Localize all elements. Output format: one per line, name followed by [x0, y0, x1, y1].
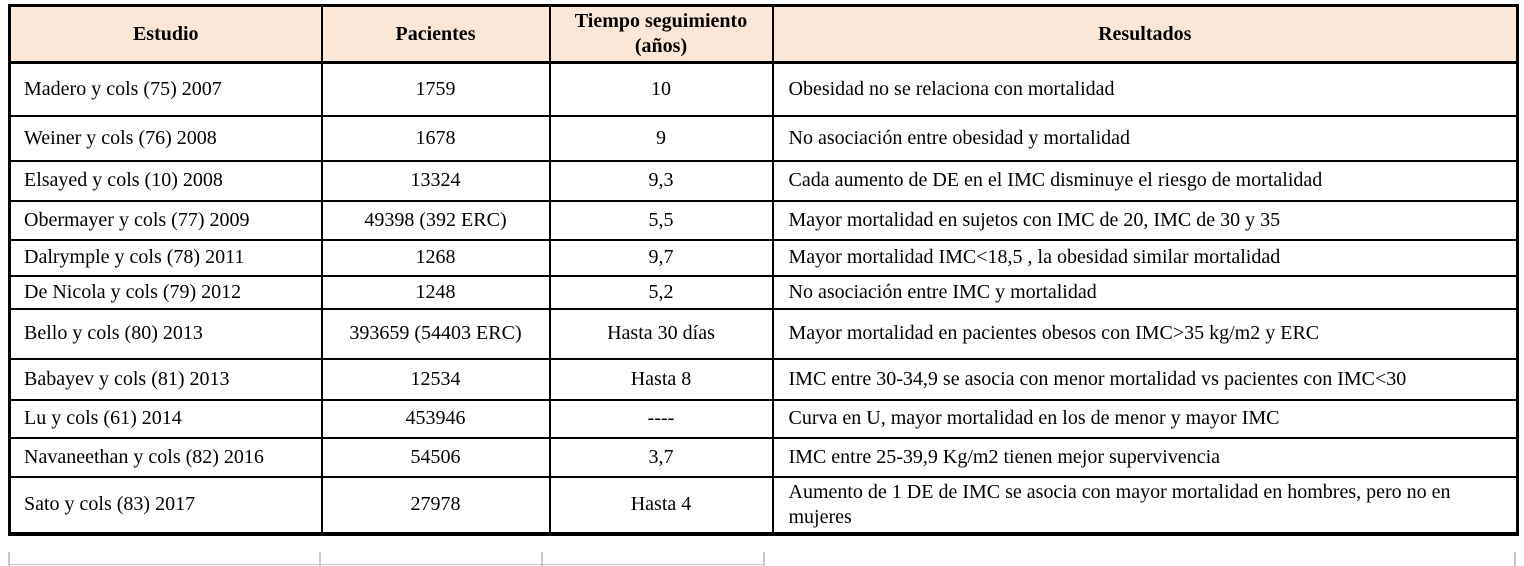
cell-estudio: Dalrymple y cols (78) 2011: [8, 238, 323, 277]
cell-resultados: Mayor mortalidad en sujetos con IMC de 2…: [771, 199, 1519, 241]
cell-estudio: Obermayer y cols (77) 2009: [8, 199, 323, 241]
table-row: De Nicola y cols (79) 2012 1248 5,2 No a…: [8, 274, 1519, 310]
table-body: Madero y cols (75) 2007 1759 10 Obesidad…: [8, 61, 1519, 535]
table-row: Bello y cols (80) 2013 393659 (54403 ERC…: [8, 307, 1519, 360]
cell-estudio: Lu y cols (61) 2014: [8, 398, 323, 439]
column-header-resultados: Resultados: [771, 4, 1519, 64]
table-row: Babayev y cols (81) 2013 12534 Hasta 8 I…: [8, 357, 1519, 401]
table-row: Lu y cols (61) 2014 453946 ---- Curva en…: [8, 398, 1519, 439]
cell-pacientes: 13324: [320, 159, 551, 202]
cell-estudio: Sato y cols (83) 2017: [8, 475, 323, 535]
column-header-estudio: Estudio: [8, 4, 323, 64]
cell-tiempo: Hasta 30 días: [548, 307, 774, 360]
table-row: Dalrymple y cols (78) 2011 1268 9,7 Mayo…: [8, 238, 1519, 277]
cell-resultados: Mayor mortalidad en pacientes obesos con…: [771, 307, 1519, 360]
cell-resultados: No asociación entre obesidad y mortalida…: [771, 114, 1519, 162]
cell-tiempo: Hasta 4: [548, 475, 774, 535]
studies-results-table: Estudio Pacientes Tiempo seguimiento (añ…: [8, 4, 1519, 536]
continuation-gridline: [319, 552, 321, 566]
cell-resultados: Obesidad no se relaciona con mortalidad: [771, 61, 1519, 117]
cell-pacientes: 453946: [320, 398, 551, 439]
cell-pacientes: 1248: [320, 274, 551, 310]
cell-pacientes: 1268: [320, 238, 551, 277]
table-row: Elsayed y cols (10) 2008 13324 9,3 Cada …: [8, 159, 1519, 202]
cell-estudio: Navaneethan y cols (82) 2016: [8, 436, 323, 478]
continuation-gridline: [8, 564, 765, 565]
cell-resultados: Mayor mortalidad IMC<18,5 , la obesidad …: [771, 238, 1519, 277]
cell-resultados: IMC entre 25-39,9 Kg/m2 tienen mejor sup…: [771, 436, 1519, 478]
cell-pacientes: 54506: [320, 436, 551, 478]
cell-resultados: Curva en U, mayor mortalidad en los de m…: [771, 398, 1519, 439]
cell-resultados: Aumento de 1 DE de IMC se asocia con may…: [771, 475, 1519, 535]
cell-tiempo: ----: [548, 398, 774, 439]
cell-estudio: Bello y cols (80) 2013: [8, 307, 323, 360]
cell-resultados: IMC entre 30-34,9 se asocia con menor mo…: [771, 357, 1519, 401]
cell-tiempo: 9,3: [548, 159, 774, 202]
continuation-gridline: [541, 552, 543, 566]
cell-pacientes: 12534: [320, 357, 551, 401]
cell-tiempo: 10: [548, 61, 774, 117]
continuation-gridline: [1514, 552, 1516, 566]
cell-pacientes: 1678: [320, 114, 551, 162]
table-row: Navaneethan y cols (82) 2016 54506 3,7 I…: [8, 436, 1519, 478]
cell-tiempo: 5,5: [548, 199, 774, 241]
table-row: Madero y cols (75) 2007 1759 10 Obesidad…: [8, 61, 1519, 117]
cell-pacientes: 393659 (54403 ERC): [320, 307, 551, 360]
cell-tiempo: 5,2: [548, 274, 774, 310]
cell-estudio: De Nicola y cols (79) 2012: [8, 274, 323, 310]
cell-tiempo: 9,7: [548, 238, 774, 277]
table-row: Weiner y cols (76) 2008 1678 9 No asocia…: [8, 114, 1519, 162]
cell-pacientes: 27978: [320, 475, 551, 535]
cell-tiempo: 3,7: [548, 436, 774, 478]
continuation-gridline: [763, 552, 765, 566]
cell-resultados: No asociación entre IMC y mortalidad: [771, 274, 1519, 310]
cell-pacientes: 49398 (392 ERC): [320, 199, 551, 241]
cell-estudio: Elsayed y cols (10) 2008: [8, 159, 323, 202]
cell-estudio: Madero y cols (75) 2007: [8, 61, 323, 117]
cell-estudio: Weiner y cols (76) 2008: [8, 114, 323, 162]
header-row: Estudio Pacientes Tiempo seguimiento (añ…: [8, 4, 1519, 64]
cell-tiempo: Hasta 8: [548, 357, 774, 401]
cell-estudio: Babayev y cols (81) 2013: [8, 357, 323, 401]
table-row: Obermayer y cols (77) 2009 49398 (392 ER…: [8, 199, 1519, 241]
table-row: Sato y cols (83) 2017 27978 Hasta 4 Aume…: [8, 475, 1519, 535]
table-header: Estudio Pacientes Tiempo seguimiento (añ…: [8, 4, 1519, 64]
column-header-pacientes: Pacientes: [320, 4, 551, 64]
cell-pacientes: 1759: [320, 61, 551, 117]
cell-tiempo: 9: [548, 114, 774, 162]
column-header-tiempo: Tiempo seguimiento (años): [548, 4, 774, 64]
continuation-gridline: [8, 552, 10, 566]
cell-resultados: Cada aumento de DE en el IMC disminuye e…: [771, 159, 1519, 202]
